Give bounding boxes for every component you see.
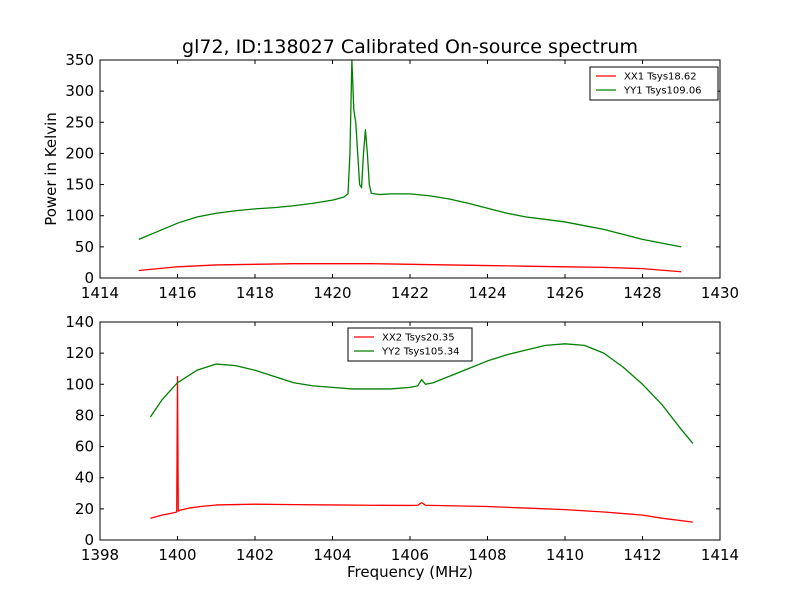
y-tick-label: 50 — [75, 238, 94, 256]
x-tick-label: 1430 — [701, 284, 739, 302]
legend-label: YY2 Tsys105.34 — [381, 347, 460, 358]
x-tick-label: 1428 — [623, 284, 661, 302]
y-tick-label: 150 — [65, 176, 94, 194]
legend-label: XX1 Tsys18.62 — [624, 72, 697, 83]
x-tick-label: 1398 — [81, 546, 119, 564]
y-tick-label: 250 — [65, 113, 94, 131]
x-tick-label: 1410 — [546, 546, 584, 564]
y-tick-label: 100 — [65, 375, 94, 393]
legend: XX2 Tsys20.35 YY2 Tsys105.34 — [347, 327, 473, 362]
y-tick-label: 80 — [75, 406, 94, 424]
x-tick-label: 1424 — [468, 284, 506, 302]
x-tick-label: 1400 — [158, 546, 196, 564]
bottom-spectrum-panel: 1398 1400 1402 1404 1406 1408 1410 1412 1414 0 20 4… — [65, 313, 739, 564]
series-line-bottom-2 — [149, 343, 694, 444]
x-axis-label: Frequency (MHz) — [347, 563, 473, 581]
x-tick-label: 1416 — [158, 284, 196, 302]
x-tick-label: 1422 — [391, 284, 429, 302]
y-tick-label: 0 — [84, 531, 94, 549]
y-tick-label: 300 — [65, 82, 94, 100]
legend: XX1 Tsys18.62 YY1 Tsys109.06 — [589, 66, 719, 101]
series-line-top-1 — [138, 263, 682, 273]
series-line-bottom-1 — [150, 375, 693, 523]
series-line-top-2 — [138, 59, 682, 248]
legend-box — [589, 66, 719, 101]
x-tick-label: 1414 — [701, 546, 739, 564]
x-tick-label: 1406 — [391, 546, 429, 564]
legend-label: XX2 Tsys20.35 — [382, 333, 455, 344]
y-axis-label: Power in Kelvin — [42, 112, 60, 226]
x-tick-label: 1418 — [236, 284, 274, 302]
legend-box — [347, 327, 473, 362]
x-tick-label: 1404 — [313, 546, 351, 564]
y-tick-label: 60 — [75, 438, 94, 456]
y-tick-label: 40 — [75, 469, 94, 487]
y-tick-label: 20 — [75, 500, 94, 518]
y-tick-label: 120 — [65, 344, 94, 362]
chart-title: gl72, ID:138027 Calibrated On-source spe… — [182, 36, 638, 58]
y-tick-label: 350 — [65, 51, 94, 69]
legend-label: YY1 Tsys109.06 — [623, 86, 702, 97]
x-tick-label: 1420 — [313, 284, 351, 302]
x-tick-label: 1402 — [236, 546, 274, 564]
y-tick-label: 200 — [65, 144, 94, 162]
x-tick-label: 1426 — [546, 284, 584, 302]
x-tick-label: 1414 — [81, 284, 119, 302]
y-tick-label: 0 — [84, 269, 94, 287]
y-tick-label: 140 — [65, 313, 94, 331]
x-tick-label: 1412 — [623, 546, 661, 564]
x-tick-label: 1408 — [468, 546, 506, 564]
y-tick-label: 100 — [65, 207, 94, 225]
top-spectrum-panel: 1414 1416 1418 1420 1422 1424 1426 1428 1430 0 50 1… — [65, 51, 739, 302]
